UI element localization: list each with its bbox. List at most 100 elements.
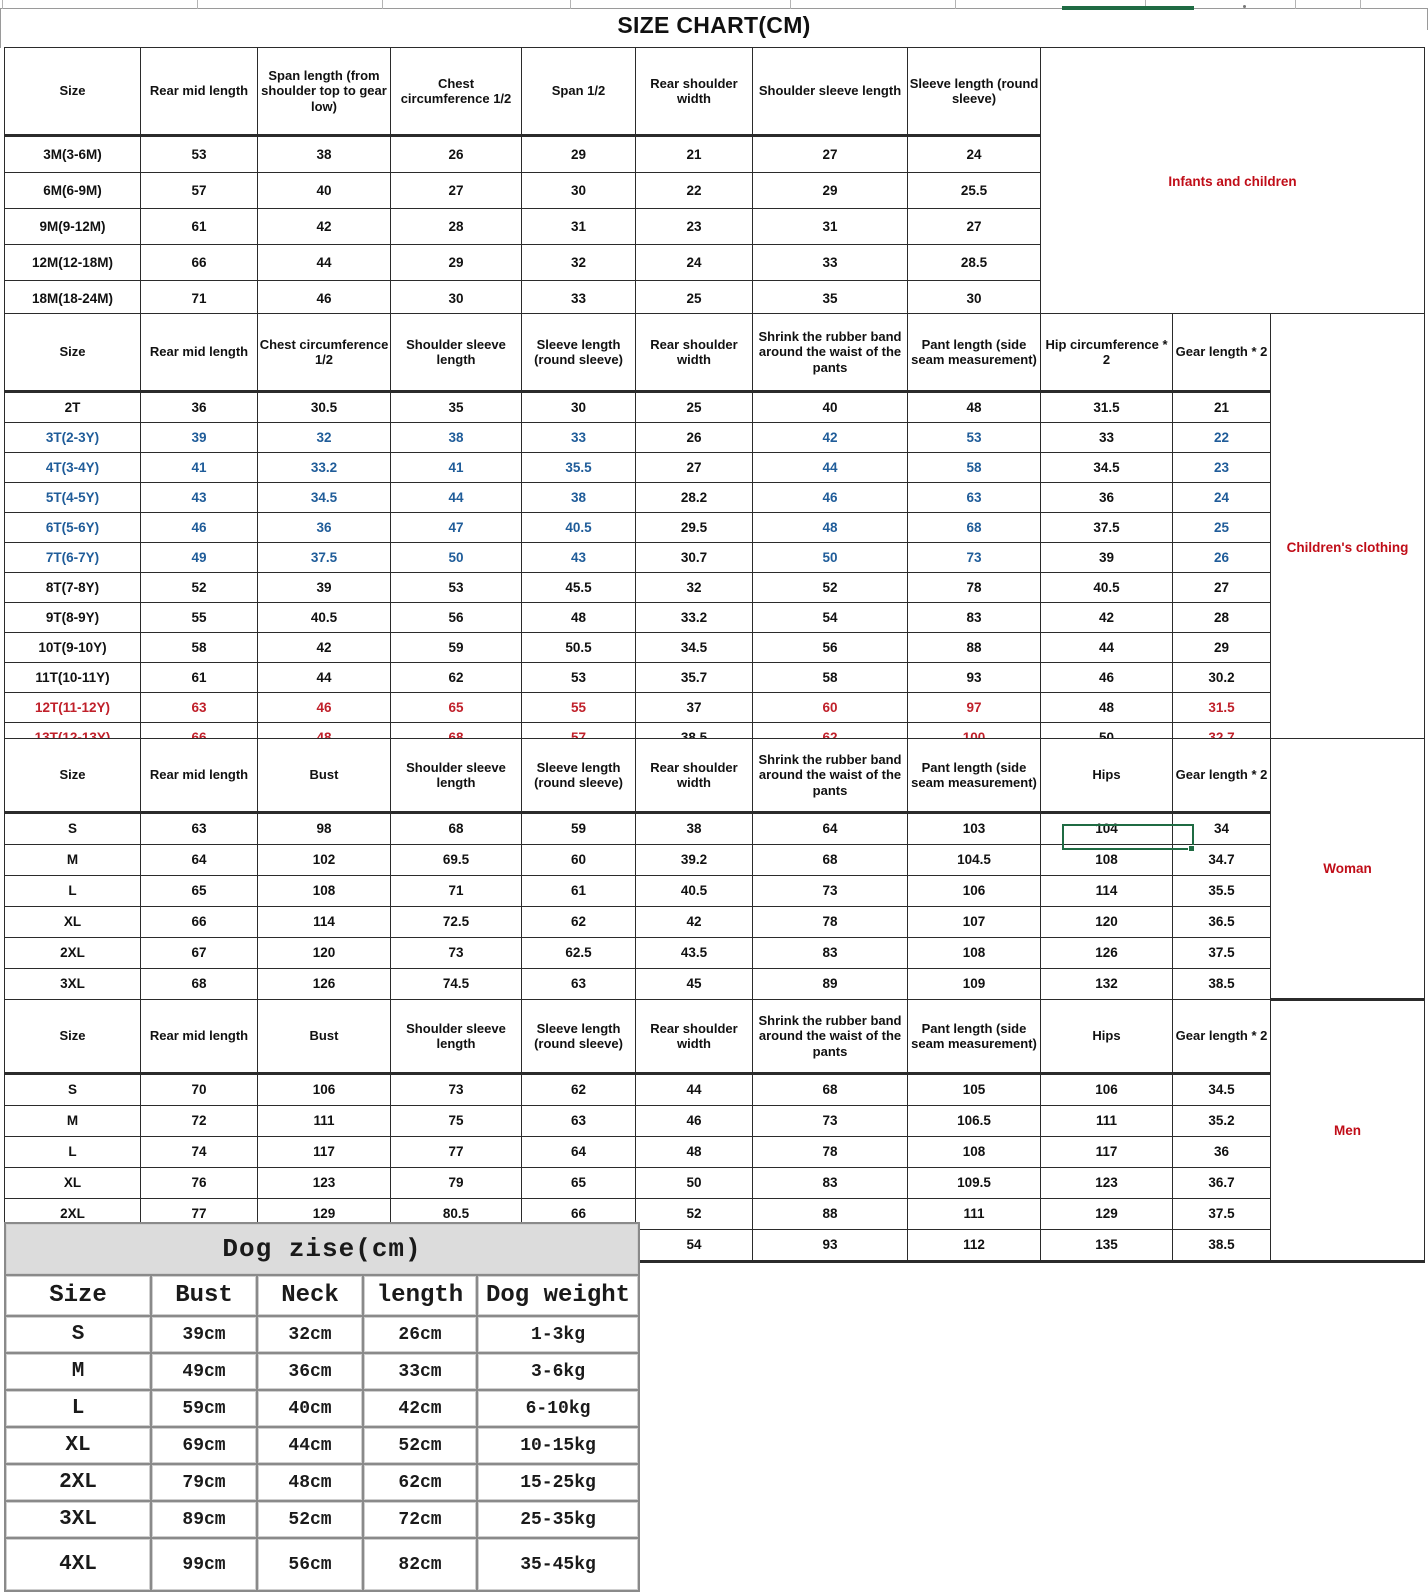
table-header-row: Size Rear mid length Bust Shoulder sleeve l… [4,738,1425,1001]
col-header: Shoulder sleeve length [390,313,522,393]
cell: 50.5 [521,632,636,663]
cell: 41 [140,452,258,483]
table-row: XL 69cm 44cm 52cm 10-15kg [6,1428,639,1463]
col-header: Bust [152,1276,256,1315]
cell: 28.5 [907,244,1041,281]
table-row: 2T 36 30.5 35 30 25 40 48 31.5 21 [4,391,1425,423]
cell: 40cm [258,1391,362,1426]
col-header: Rear shoulder width [635,999,753,1075]
cell: 126 [1040,937,1173,969]
cell: 106 [257,1073,391,1106]
cell: 26 [635,422,753,453]
cell: 27 [752,135,908,173]
cell: 38.5 [1172,1229,1271,1263]
cell: 11T(10-11Y) [4,662,141,693]
cell: 74 [140,1136,258,1168]
cell: 46 [140,512,258,543]
cell: 68 [140,968,258,1000]
cell: 34.5 [635,632,753,663]
col-header: Gear length * 2 [1172,999,1271,1075]
cell: 25-35kg [478,1502,639,1537]
cell: 62.5 [521,937,636,969]
cell: 33 [521,280,636,317]
cell-fill-handle[interactable] [1188,845,1195,852]
cell: 39 [140,422,258,453]
col-header: Pant length (side seam measurement) [907,999,1041,1075]
cell: 135 [1040,1229,1173,1263]
col-header: Shoulder sleeve length [390,999,522,1075]
cell: 21 [635,135,753,173]
cell: 62 [521,906,636,938]
cell: 40.5 [635,875,753,907]
table-row: L 59cm 40cm 42cm 6-10kg [6,1391,639,1426]
cell: 48 [752,512,908,543]
col-header: Shoulder sleeve length [390,738,522,814]
table-row: 10T(9-10Y) 58 42 59 50.5 34.5 56 88 44 29 [4,632,1425,663]
cell: 31.5 [1040,391,1173,423]
cell: 38 [390,422,522,453]
cell: 52 [635,1198,753,1230]
cell: 73 [752,1105,908,1137]
cell: XL [6,1428,150,1463]
cell: 114 [1040,875,1173,907]
cell: 58 [140,632,258,663]
cell: 31 [521,208,636,245]
cell: 126 [257,968,391,1000]
cell: 66 [140,244,258,281]
cell: 25 [635,391,753,423]
col-header: Rear shoulder width [635,738,753,814]
ruler-tick [1295,0,1296,9]
cell: 93 [907,662,1041,693]
dog-table-wrapper: Dog zise(cm) Size Bust Neck length Dog weight… [4,1222,641,1592]
cell: 29.5 [635,512,753,543]
cell: 34 [1172,812,1271,845]
col-header: Span 1/2 [521,47,636,137]
cell: 35.5 [521,452,636,483]
ruler-tick [2,0,3,9]
cell: 68 [390,812,522,845]
cell: 46 [752,482,908,513]
cell: 15-25kg [478,1465,639,1500]
cell: 69.5 [390,844,522,876]
cell: 48 [1040,692,1173,723]
table-row: S 70 106 73 62 44 68 105 106 34.5 [4,1073,1425,1106]
cell: 88 [907,632,1041,663]
cell: 62 [390,662,522,693]
cell: 120 [257,937,391,969]
dog-table-title: Dog zise(cm) [6,1224,639,1274]
cell: 52cm [364,1428,476,1463]
cell: 48cm [258,1465,362,1500]
cell: L [6,1391,150,1426]
cell: 25.5 [907,172,1041,209]
table-row: 2XL 67 120 73 62.5 43.5 83 108 126 37.5 [4,937,1425,969]
cell: 65 [140,875,258,907]
table-header-row: Size Rear mid length Bust Shoulder sleeve l… [4,999,1425,1263]
cell: 35-45kg [478,1539,639,1590]
cell: 129 [1040,1198,1173,1230]
col-header: Bust [257,999,391,1075]
cell: 73 [907,542,1041,573]
table-row: 3XL 68 126 74.5 63 45 89 109 132 38.5 [4,968,1425,1000]
cell: 53 [140,135,258,173]
cell: 60 [752,692,908,723]
selected-column-indicator[interactable] [1062,6,1194,10]
col-header: Rear mid length [140,47,258,137]
table-row: 5T(4-5Y) 43 34.5 44 38 28.2 46 63 36 24 [4,482,1425,513]
cell: 34.5 [1172,1073,1271,1106]
cell: 63 [521,1105,636,1137]
cell: 69cm [152,1428,256,1463]
cell: 27 [635,452,753,483]
cell: 30.5 [257,391,391,423]
cell: 56cm [258,1539,362,1590]
col-header: length [364,1276,476,1315]
category-label-men: Men [1270,999,1425,1263]
cell: 42 [257,632,391,663]
cell: 33 [521,422,636,453]
page-title: SIZE CHART(CM) [617,12,811,38]
cell: 44 [752,452,908,483]
cell: 104 [1040,812,1173,845]
cell: 18M(18-24M) [4,280,141,317]
cell: 9T(8-9Y) [4,602,141,633]
cell: 61 [140,208,258,245]
